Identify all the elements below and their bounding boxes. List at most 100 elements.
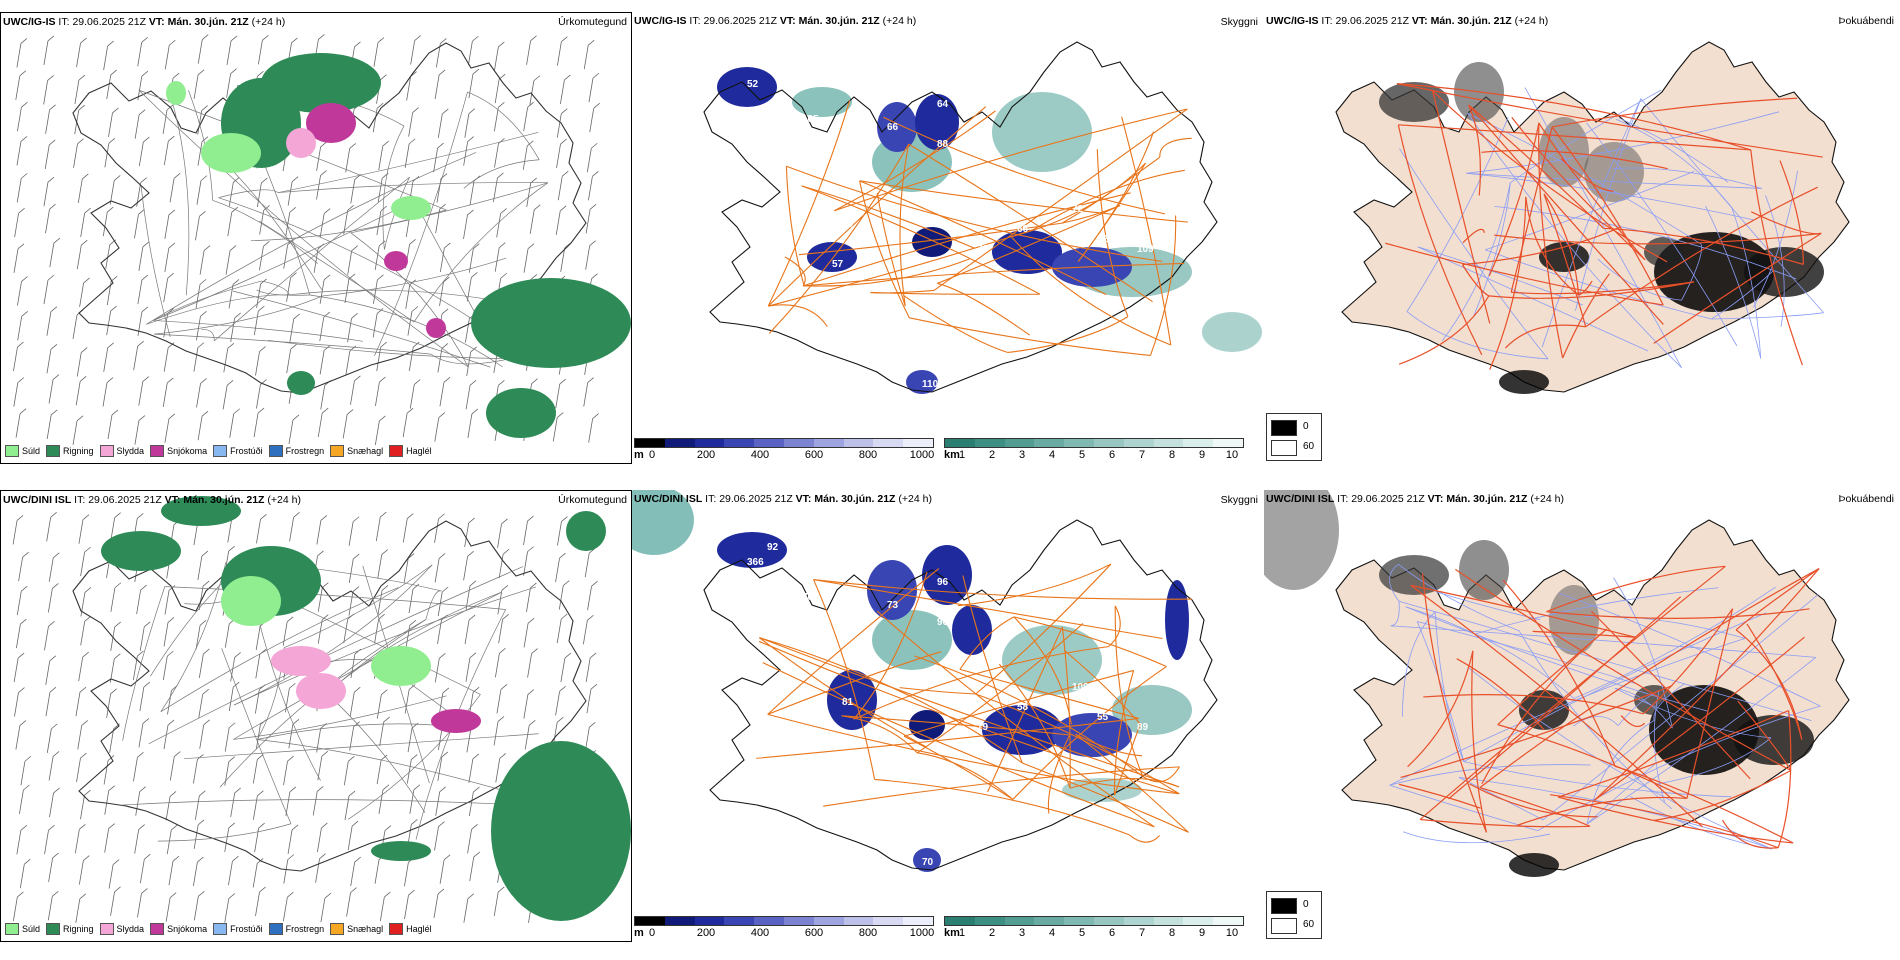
road-segment [1472, 182, 1511, 318]
wind-barb-flag [107, 206, 114, 213]
wind-barb-flag [438, 553, 446, 559]
wind-barb-flag [114, 512, 121, 519]
road-segment [1458, 777, 1544, 821]
road-segment [430, 353, 511, 365]
ceiling-label: 92 [767, 542, 779, 553]
wind-barb-flag [84, 207, 91, 214]
colorbar-tick: 2 [988, 927, 996, 939]
road-segment [1121, 116, 1172, 346]
road-segment [759, 637, 927, 748]
road-segment [1686, 608, 1734, 799]
road-segment [1653, 232, 1822, 344]
wind-barb-flag [289, 682, 296, 689]
wind-barb-staff [108, 864, 114, 889]
wind-barb-flag [501, 518, 508, 525]
road-segment [975, 563, 1112, 695]
wind-barb-flag [257, 70, 264, 77]
wind-barb-flag [319, 853, 326, 859]
fog-map [1264, 490, 1850, 877]
wind-barb-flag [287, 854, 295, 860]
wind-barb-flag [561, 516, 568, 522]
wind-barb-flag [500, 208, 507, 214]
wind-barb-staff [164, 418, 170, 443]
wind-barb-flag [263, 240, 270, 247]
wind-barb-flag [472, 753, 480, 760]
road-segment [1737, 700, 1792, 771]
road-segment [1406, 117, 1509, 312]
legend-label: Frostregn [285, 924, 325, 934]
wind-barb-staff [345, 350, 351, 375]
road-segment [908, 143, 1153, 303]
visibility-colorbar-ticks: km 1 2 3 4 5 6 7 8 9 10 [944, 449, 1244, 463]
wind-barb-flag [440, 38, 447, 44]
wind-barb-staff [253, 413, 259, 438]
wind-barb-staff [347, 250, 353, 275]
wind-barb-staff [467, 829, 472, 854]
panel-title: Skyggni [1220, 16, 1258, 28]
wind-barb-staff [402, 518, 408, 543]
wind-barb-staff [252, 759, 258, 784]
wind-barb-flag [348, 756, 355, 762]
wind-barb-staff [135, 791, 141, 816]
wind-barb-staff [222, 385, 228, 410]
wind-barb-staff [72, 420, 78, 445]
wind-barb-flag [467, 136, 474, 142]
road-segment [762, 662, 1155, 828]
wind-barb-flag [169, 39, 176, 46]
wind-barb-staff [252, 795, 258, 820]
road-segment [1022, 762, 1189, 833]
legend-item: Slydda [99, 445, 144, 457]
wind-barb-flag [564, 74, 571, 81]
wind-barb-staff [198, 694, 204, 719]
wind-barb-flag [110, 305, 117, 312]
wind-barb-flag [561, 108, 568, 114]
road-network [767, 100, 1192, 357]
wind-barb-flag [81, 239, 88, 246]
wind-barb-flag [287, 755, 294, 762]
wind-barb-flag [82, 514, 90, 520]
fog-indicator-panel: UWC/DINI ISL IT: 29.06.2025 21Z VT: Mán.… [1264, 490, 1900, 945]
road-segment [834, 110, 996, 212]
wind-barb-staff [285, 212, 291, 237]
wind-barb-staff [168, 861, 174, 886]
wind-barb-staff [437, 348, 443, 373]
precip-type-panel: UWC/DINI ISL IT: 29.06.2025 21Z VT: Mán.… [0, 490, 632, 942]
wind-barb-staff [560, 247, 566, 272]
road-segment [1593, 636, 1805, 802]
road-segment [903, 295, 1008, 353]
wind-barb-staff [16, 141, 22, 166]
wind-barb-staff [289, 517, 294, 542]
wind-barb-staff [259, 246, 264, 271]
wind-barb-staff [137, 280, 143, 305]
legend-item: Súld [5, 445, 40, 457]
wind-barb-staff [379, 897, 385, 922]
road-segment [1013, 616, 1167, 668]
road-segment [261, 280, 290, 295]
wind-barb-flag [110, 688, 117, 695]
wind-barb-flag [143, 621, 151, 628]
wind-barb-flag [382, 140, 389, 147]
road-segment [184, 733, 539, 760]
road-segment [785, 166, 805, 287]
wind-barb-staff [526, 587, 531, 613]
colorbar-segment [813, 917, 844, 925]
wind-barb-staff [465, 385, 471, 410]
wind-barb-flag [114, 886, 121, 893]
legend-label: Haglél [406, 924, 432, 934]
wind-barb-staff [555, 383, 561, 409]
wind-barb-staff [434, 518, 439, 543]
wind-barb-staff [107, 414, 113, 440]
wind-barb-staff [349, 692, 355, 717]
wind-barb-flag [530, 274, 538, 280]
road-segment [798, 222, 1063, 256]
wind-barb-staff [585, 245, 591, 270]
legend-swatch [330, 445, 345, 457]
road-segment [834, 108, 1188, 212]
wind-barb-flag [378, 613, 385, 620]
wind-barb-flag [78, 104, 85, 111]
wind-barb-flag [293, 313, 300, 320]
wind-barb-staff [350, 380, 355, 405]
wind-barb-staff [350, 862, 356, 887]
wind-barb-staff [556, 143, 561, 169]
ceiling-colorbar-swatches [634, 438, 934, 448]
